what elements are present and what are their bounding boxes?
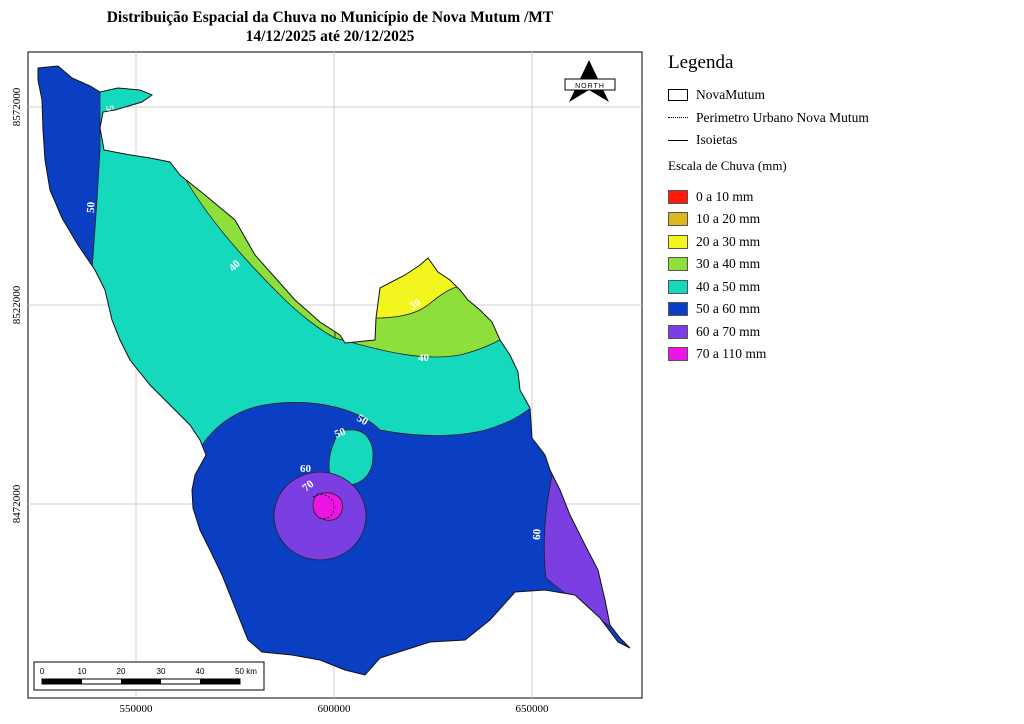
scale-tick: 0 bbox=[40, 667, 45, 676]
scale-bar: 0 10 20 30 40 50 km bbox=[33, 661, 265, 691]
scale-bar-seg bbox=[121, 679, 161, 684]
color-swatch bbox=[668, 324, 688, 339]
isoline-label: 50 bbox=[333, 426, 348, 441]
axis-labels: 550000 600000 650000 8572000 8522000 847… bbox=[11, 87, 549, 715]
north-arrow-band bbox=[564, 78, 616, 91]
scale-tick: 10 bbox=[78, 667, 87, 676]
x-tick-label: 550000 bbox=[120, 703, 154, 715]
legend-item-isolines: Isoietas bbox=[668, 129, 1008, 152]
x-tick-label: 650000 bbox=[516, 703, 550, 715]
legend-item-municipality: NovaMutum bbox=[668, 84, 1008, 107]
scale-tick: 50 km bbox=[235, 667, 257, 676]
zone-70-110 bbox=[312, 492, 343, 521]
isoline-label: 60 bbox=[300, 463, 312, 475]
color-swatch bbox=[668, 234, 688, 249]
legend-class-label: 30 a 40 mm bbox=[696, 256, 761, 272]
y-tick-label: 8472000 bbox=[11, 484, 23, 523]
legend-class-label: 0 a 10 mm bbox=[696, 188, 754, 204]
x-tick-label: 600000 bbox=[318, 703, 352, 715]
scale-bar-ticks: 0 10 20 30 40 50 km bbox=[40, 667, 257, 676]
isoline-label: 60 bbox=[531, 528, 543, 540]
map-title-line1: Distribuição Espacial da Chuva no Municí… bbox=[106, 9, 554, 26]
scale-tick: 40 bbox=[196, 667, 205, 676]
rainfall-zones bbox=[38, 66, 630, 675]
municipality-symbol bbox=[668, 89, 688, 102]
color-swatch bbox=[668, 257, 688, 272]
color-swatch bbox=[668, 212, 688, 227]
legend-class: 10 a 20 mm bbox=[668, 208, 1008, 231]
isoline-label: 40 bbox=[418, 352, 430, 364]
isoline-labels: 50 50 40 30 40 50 50 60 70 60 bbox=[85, 104, 543, 540]
legend-class-label: 20 a 30 mm bbox=[696, 233, 761, 249]
zone-50-60-north bbox=[38, 66, 101, 301]
urban-perimeter bbox=[312, 494, 335, 519]
scale-bar-box bbox=[33, 661, 265, 691]
color-swatch bbox=[668, 279, 688, 294]
legend-class-label: 70 a 110 mm bbox=[696, 346, 767, 362]
color-swatch bbox=[668, 189, 688, 204]
legend-class: 50 a 60 mm bbox=[668, 298, 1008, 321]
isoline-label: 50 bbox=[85, 201, 97, 213]
legend-class: 20 a 30 mm bbox=[668, 231, 1008, 254]
scale-bar-seg bbox=[42, 679, 82, 684]
legend-class-label: 60 a 70 mm bbox=[696, 323, 761, 339]
y-tick-label: 8522000 bbox=[11, 285, 23, 324]
zone-60-70-east bbox=[543, 469, 630, 641]
legend-item-urban-perimeter: Perimetro Urbano Nova Mutum bbox=[668, 107, 1008, 130]
line-symbol bbox=[668, 139, 688, 141]
map-title-line2: 14/12/2025 até 20/12/2025 bbox=[245, 28, 415, 45]
legend: Legenda NovaMutum Perimetro Urbano Nova … bbox=[668, 52, 1008, 366]
isoline-label: 50 bbox=[103, 104, 117, 117]
map-title: Distribuição Espacial da Chuva no Municí… bbox=[20, 8, 640, 46]
legend-class: 70 a 110 mm bbox=[668, 343, 1008, 366]
scale-bar-seg bbox=[200, 679, 240, 684]
legend-classes: 0 a 10 mm 10 a 20 mm 20 a 30 mm 30 a 40 … bbox=[668, 186, 1008, 366]
color-swatch bbox=[668, 347, 688, 362]
legend-class: 40 a 50 mm bbox=[668, 276, 1008, 299]
scale-tick: 30 bbox=[157, 667, 166, 676]
legend-class-label: 40 a 50 mm bbox=[696, 278, 761, 294]
legend-item-label: Perimetro Urbano Nova Mutum bbox=[696, 109, 869, 125]
map-frame bbox=[27, 51, 643, 699]
legend-class-label: 50 a 60 mm bbox=[696, 301, 761, 317]
y-tick-label: 8572000 bbox=[11, 87, 23, 126]
legend-class: 0 a 10 mm bbox=[668, 186, 1008, 209]
color-swatch bbox=[668, 302, 688, 317]
legend-scale-title: Escala de Chuva (mm) bbox=[668, 157, 787, 173]
legend-class-label: 10 a 20 mm bbox=[696, 211, 761, 227]
north-arrow: NORTH bbox=[564, 60, 616, 102]
legend-title: Legenda bbox=[668, 52, 734, 73]
dotted-line-symbol bbox=[668, 117, 688, 119]
legend-item-label: Isoietas bbox=[696, 132, 738, 148]
scale-tick: 20 bbox=[117, 667, 126, 676]
legend-class: 60 a 70 mm bbox=[668, 321, 1008, 344]
legend-class: 30 a 40 mm bbox=[668, 253, 1008, 276]
legend-item-label: NovaMutum bbox=[696, 87, 765, 103]
north-label: NORTH bbox=[575, 83, 605, 90]
